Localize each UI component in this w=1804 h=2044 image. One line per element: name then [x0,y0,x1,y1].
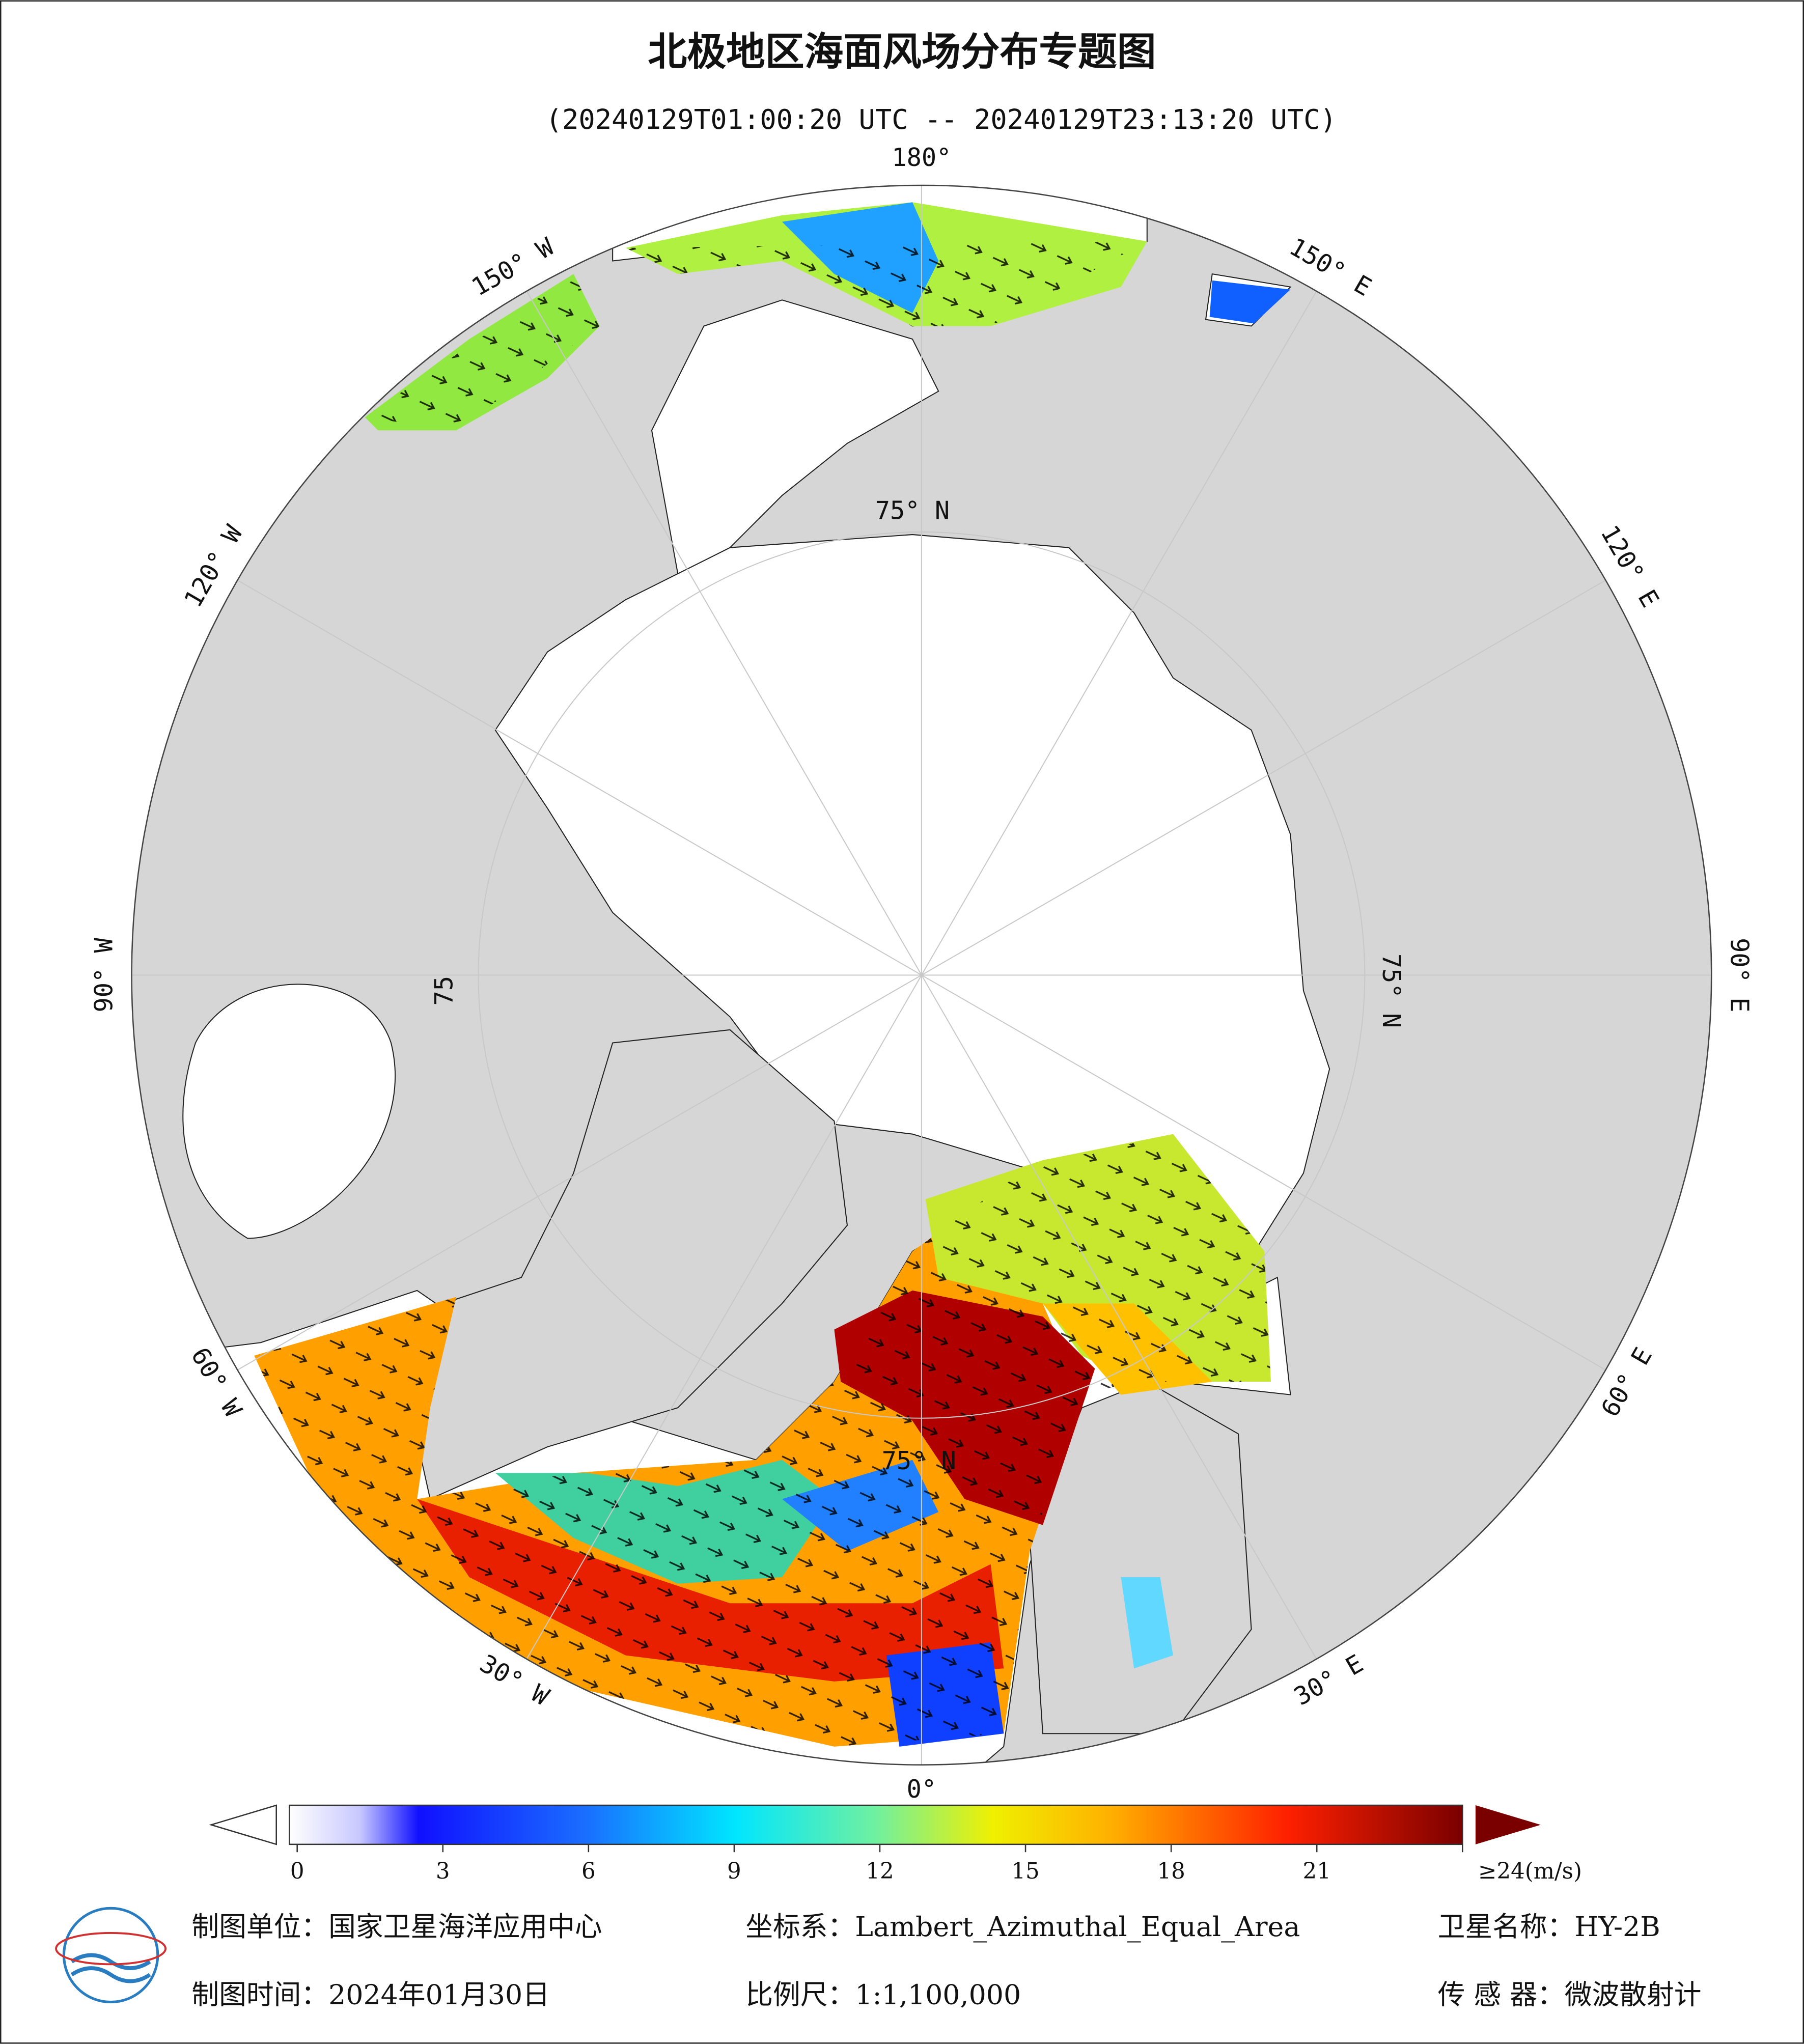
colorbar-tick-label: 21 [1303,1859,1331,1884]
meridian [237,974,922,1370]
meridian [526,974,922,1660]
wind-field [254,202,1291,1747]
meridian [237,579,922,976]
colorbar-tick-label: 12 [866,1859,894,1884]
footer-crs: 坐标系：Lambert_Azimuthal_Equal_Area [745,1911,1300,1943]
colorbar-tick-label: 18 [1157,1859,1185,1884]
meridian-label: 90° E [1725,938,1753,1012]
footer-date: 制图时间：2024年01月30日 [191,1978,550,2010]
map-border [131,184,1712,1766]
colorbar-tick-label: 3 [436,1859,450,1884]
meridian-label: 180° [892,144,951,172]
meridian [921,974,1606,1370]
footer-sensor: 传 感 器：微波散射计 [1438,1978,1702,2010]
polar-map [131,185,1712,1765]
colorbar [289,1804,1463,1845]
colorbar-tick-label: 15 [1011,1859,1039,1884]
meridian [921,579,1606,976]
colorbar-tick-label: ≥24(m/s) [1478,1859,1582,1884]
latitude-label: 75° N [875,497,950,525]
latitude-label: 75 [430,976,459,1006]
meridian-label: 0° [907,1775,937,1804]
subtitle: (20240129T01:00:20 UTC -- 20240129T23:13… [546,103,1337,135]
colorbar-over [1475,1805,1541,1844]
meridian [526,291,922,975]
colorbar-tick-label: 6 [581,1859,596,1884]
meridian [921,974,1317,1660]
colorbar-under [209,1804,277,1845]
latitude-label: 75° N [882,1447,956,1475]
logo [55,1907,167,2004]
colorbar-tick-label: 0 [290,1859,304,1884]
meridian [921,291,1317,975]
footer-scale: 比例尺：1:1,100,000 [745,1978,1021,2010]
title: 北极地区海面风场分布专题图 [648,29,1156,75]
colorbar-tick-label: 9 [727,1859,741,1884]
meridian-label: 90° W [90,937,118,1012]
footer-unit: 制图单位：国家卫星海洋应用中心 [191,1911,602,1943]
latitude-label: 75° N [1377,954,1405,1028]
footer-satellite: 卫星名称：HY-2B [1438,1911,1660,1943]
